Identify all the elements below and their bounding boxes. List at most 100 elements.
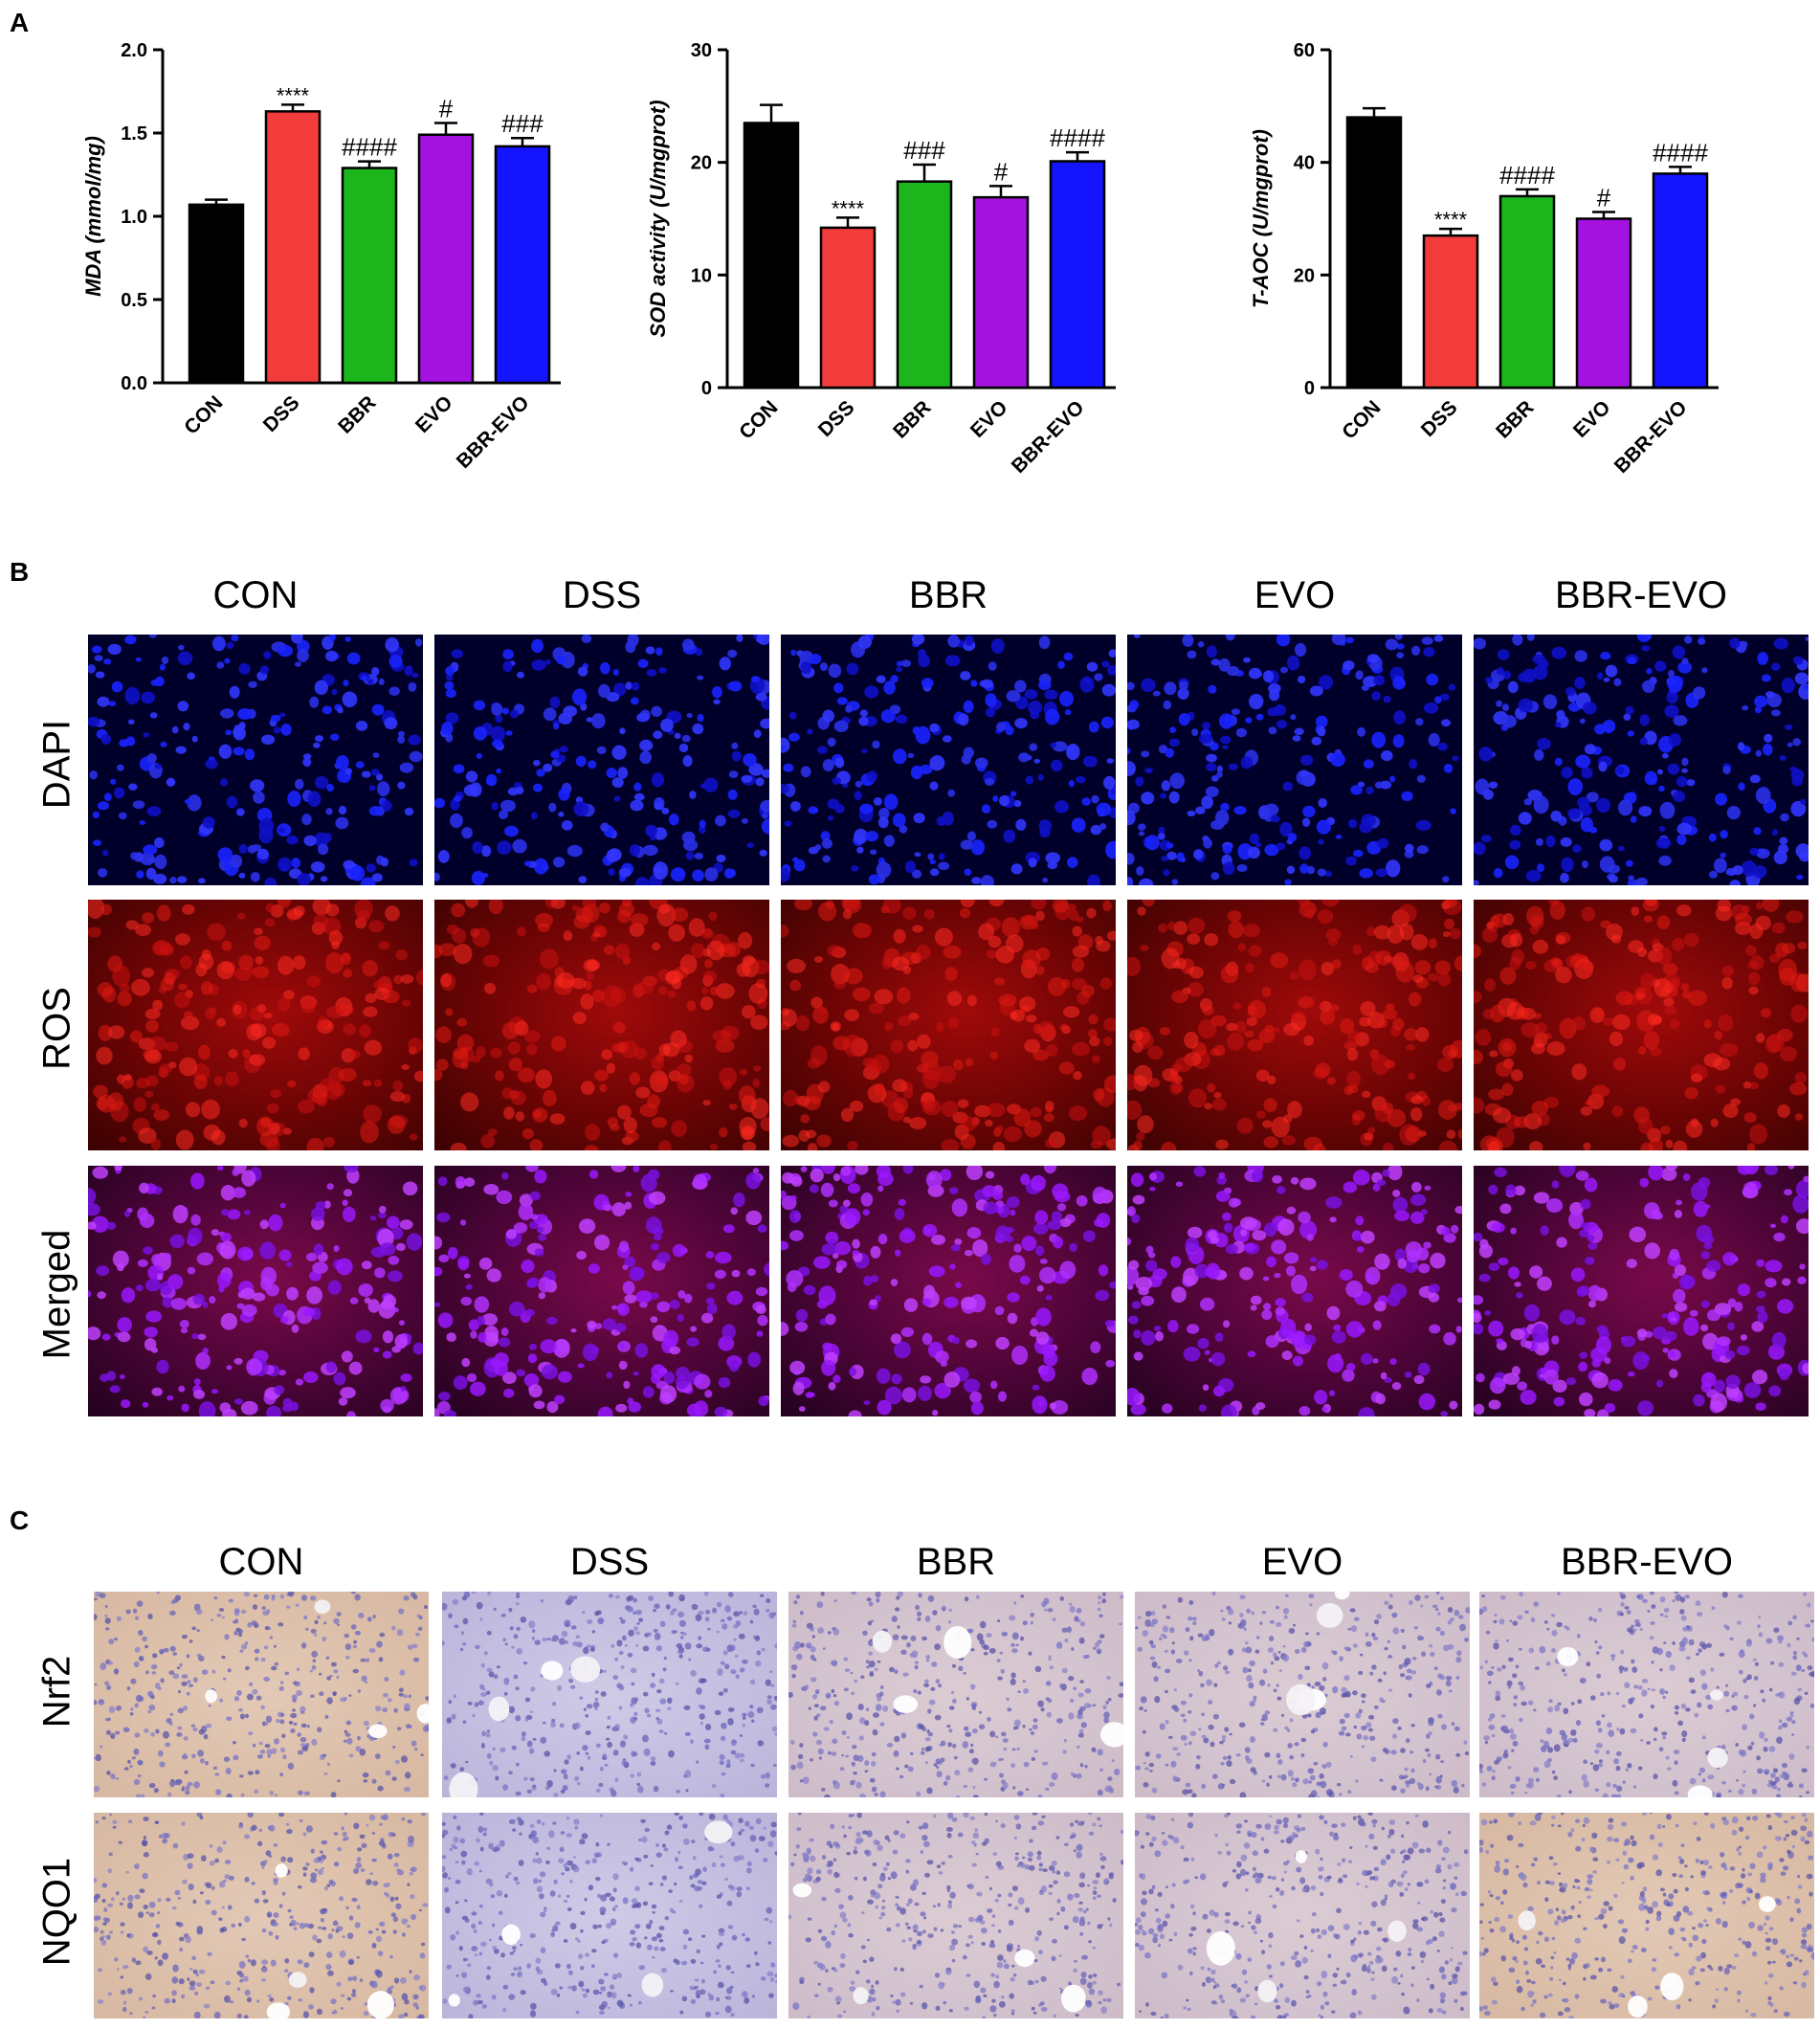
significance-label: **** [277,83,310,107]
x-tick-label: EVO [1569,396,1615,442]
panel-c-col-title-con: CON [218,1541,304,1583]
y-tick-label: 0 [1304,378,1315,399]
x-tick-label: DSS [1417,396,1462,441]
micrograph-merged-evo [1127,1166,1462,1416]
x-tick-label: EVO [411,391,457,437]
panel-b-col-title-bbr-evo: BBR-EVO [1554,574,1728,616]
micrograph-merged-bbr-evo [1474,1166,1809,1416]
panel-label-c: C [10,1505,30,1535]
x-tick-label: BBR [334,391,380,437]
significance-label: # [994,157,1009,186]
ihc-nrf2-bbr-evo [1479,1592,1814,1797]
panel-b-row-label-dapi: DAPI [35,719,78,810]
y-tick-label: 10 [691,265,712,286]
micrograph-merged-dss [434,1166,769,1416]
panel-c-col-title-evo: EVO [1261,1541,1343,1583]
significance-label: **** [1434,208,1468,232]
x-tick-label: CON [180,391,227,438]
y-tick-label: 20 [691,153,712,174]
ihc-nrf2-dss [442,1592,777,1797]
significance-label: #### [342,133,397,162]
bar-evo [972,195,1030,390]
y-tick-label: 0.0 [121,373,147,394]
bar-con [188,203,245,385]
panel-label-a: A [10,8,30,37]
panel-b-col-title-con: CON [212,574,299,616]
y-tick-label: 1.0 [121,207,147,228]
micrograph-merged-con [88,1166,423,1416]
bar-dss [264,110,322,385]
micrograph-ros-con [88,900,423,1150]
micrograph-ros-bbr-evo [1474,900,1809,1150]
bar-bbr [341,167,398,385]
x-tick-label: EVO [966,396,1012,442]
bar-bbr [896,180,953,390]
x-tick-label: BBR [889,396,935,442]
panel-b-col-title-dss: DSS [562,574,642,616]
y-tick-label: 60 [1294,40,1315,61]
significance-label: **** [832,196,865,220]
bar-con [1345,116,1403,390]
micrograph-dapi-bbr-evo [1474,635,1809,885]
panel-c-col-title-bbr: BBR [916,1541,996,1583]
x-tick-label: DSS [814,396,859,441]
ihc-nrf2-bbr [788,1592,1123,1797]
significance-label: #### [1653,138,1708,167]
micrograph-dapi-evo [1127,635,1462,885]
micrograph-dapi-con [88,635,423,885]
panel-c-row-label-nqo1: NQO1 [35,1857,78,1967]
panel-c-row-label-nrf2: Nrf2 [35,1655,78,1728]
y-tick-label: 1.5 [121,123,147,145]
bar-bbr-evo [1049,160,1106,390]
micrograph-ros-dss [434,900,769,1150]
x-tick-label: BBR-EVO [1008,396,1089,478]
panel-b-row-label-ros: ROS [35,987,78,1070]
micrograph-dapi-dss [434,635,769,885]
bar-bbr-evo [1652,172,1709,390]
bar-evo [417,133,475,385]
x-tick-label: DSS [259,391,304,436]
y-tick-label: 20 [1294,265,1315,286]
panel-label-b: B [10,557,30,587]
ihc-nqo1-bbr-evo [1479,1813,1814,2018]
y-axis-label: T-AOC (U/mgprot) [1249,129,1273,308]
x-tick-label: CON [735,396,782,443]
panel-c-col-title-bbr-evo: BBR-EVO [1560,1541,1734,1583]
panel-b-col-title-bbr: BBR [908,574,988,616]
micrograph-dapi-bbr [781,635,1116,885]
ihc-nrf2-con [94,1592,429,1797]
y-tick-label: 40 [1294,153,1315,174]
ihc-nqo1-bbr [788,1813,1123,2018]
significance-label: ### [903,136,945,165]
y-tick-label: 30 [691,40,712,61]
significance-label: # [439,95,454,123]
micrograph-ros-bbr [781,900,1116,1150]
bar-bbr-evo [494,145,551,385]
y-axis-label: SOD activity (U/mgprot) [646,100,670,337]
taoc-bar-chart: 0 20 40 60 T-AOC (U/mgprot) CON **** DSS #### BBR… [1249,40,1719,478]
panel-b-col-title-evo: EVO [1254,574,1336,616]
ihc-nqo1-dss [442,1813,777,2018]
ihc-nqo1-evo [1135,1813,1470,2018]
y-tick-label: 0.5 [121,290,147,311]
significance-label: # [1597,183,1611,212]
significance-label: #### [1050,123,1105,152]
ihc-nrf2-evo [1135,1592,1470,1797]
y-tick-label: 0 [701,378,712,399]
panel-b-row-label-merged: Merged [35,1229,78,1360]
y-tick-label: 2.0 [121,40,147,61]
bar-evo [1575,217,1632,390]
micrograph-merged-bbr [781,1166,1116,1416]
y-axis-label: MDA (mmol/mg) [81,136,105,297]
sod-bar-chart: 0 10 20 30 SOD activity (U/mgprot) CON **** DSS… [646,40,1116,478]
significance-label: ### [501,109,544,138]
significance-label: #### [1499,161,1555,190]
panel-c-col-title-dss: DSS [569,1541,650,1583]
x-tick-label: BBR [1492,396,1538,442]
ihc-nqo1-con [94,1813,429,2018]
bar-dss [1422,234,1479,390]
x-tick-label: CON [1338,396,1385,443]
bar-bbr [1498,194,1556,390]
bar-con [743,122,800,390]
